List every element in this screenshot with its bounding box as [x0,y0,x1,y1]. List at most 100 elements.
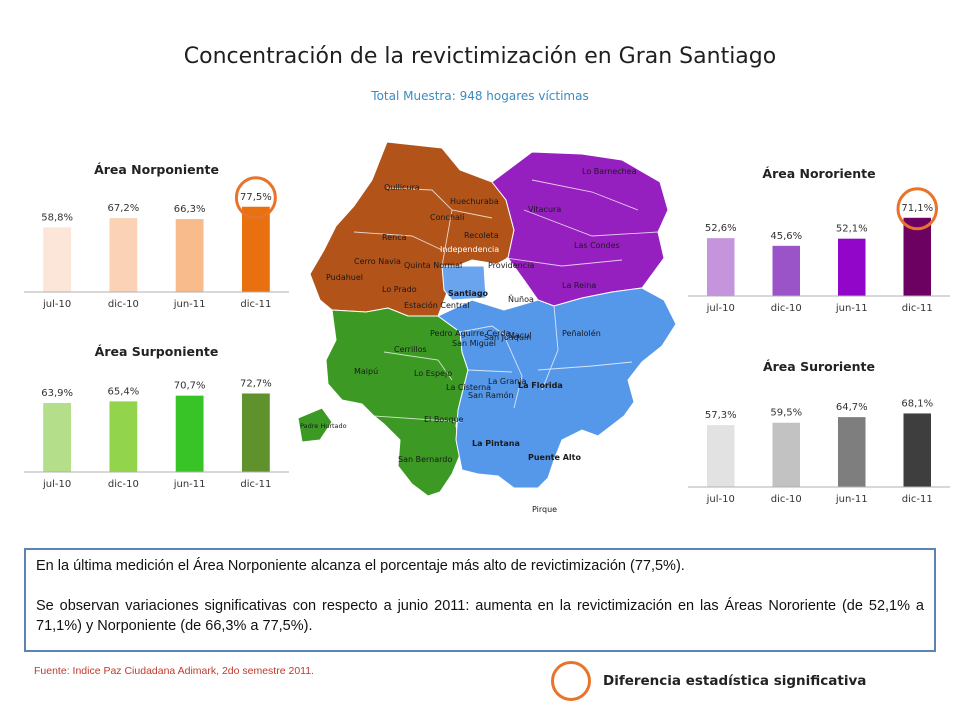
bar [837,417,866,487]
x-tick-label: dic-10 [771,303,802,314]
map-label-cerro-navia: Cerro Navia [354,257,401,266]
value-label: 57,3% [705,410,737,421]
map-label-renca: Renca [382,233,407,242]
map-label-macul: Macul [508,331,532,340]
value-label: 71,1% [901,203,933,214]
value-label: 67,2% [107,203,139,214]
map-label-vitacura: Vitacura [528,205,561,214]
x-tick-label: dic-10 [771,494,802,505]
bar [241,393,270,472]
bar [109,401,138,472]
chart-title: Área Nororiente [762,166,875,181]
chart-title: Área Norponiente [94,162,219,177]
bar [772,422,801,487]
map-label-lo-barnechea: Lo Barnechea [582,167,637,176]
bar [903,413,932,487]
value-label: 52,6% [705,223,737,234]
map-label-la-cisterna: La Cisterna [446,383,491,392]
value-label: 72,7% [240,378,272,389]
value-label: 64,7% [836,402,868,413]
value-label: 58,8% [41,212,73,223]
x-tick-label: dic-11 [902,494,933,505]
value-label: 45,6% [770,231,802,242]
santiago-map: Quilicura Huechuraba Conchalí Independen… [297,141,677,514]
map-label-las-condes: Las Condes [574,241,620,250]
map-label-pirque: Pirque [532,505,557,514]
x-tick-label: jun-11 [173,299,206,310]
bar-chart-svg: Área Nororiente 52,6% jul-10 45,6% dic-10 52,… [688,166,950,314]
x-tick-label: dic-10 [108,479,139,490]
map-label-lo-espejo: Lo Espejo [414,369,452,378]
value-label: 65,4% [107,386,139,397]
bar [903,217,932,296]
map-label-la-granja: La Granja [488,377,527,386]
map-label-cerrillos: Cerrillos [394,345,427,354]
summary-paragraph-2: Se observan variaciones significativas c… [36,598,924,634]
bar-chart-svg: Área Surponiente 63,9% jul-10 65,4% dic-10 70… [24,344,289,490]
bar-chart-svg: Área Norponiente 58,8% jul-10 67,2% dic-10 66… [24,162,289,310]
page-subtitle: Total Muestra: 948 hogares víctimas [371,89,589,103]
x-tick-label: dic-11 [240,479,271,490]
x-tick-label: dic-11 [240,299,271,310]
bar [175,395,204,472]
value-label: 59,5% [770,408,802,419]
summary-paragraph-1: En la última medición el Área Norponient… [36,558,685,574]
chart-nororiente: Área Nororiente 52,6% jul-10 45,6% dic-10 52,… [688,164,950,316]
map-label-san-joaquin: San Joaquín [484,333,531,342]
map-label-independencia: Independencia [440,245,499,254]
x-tick-label: jun-11 [835,494,868,505]
chart-suroriente: Área Suroriente 57,3% jul-10 59,5% dic-10 64,… [688,357,950,507]
x-tick-label: jul-10 [706,494,735,505]
map-label-pedro-aguirre-cerda: Pedro Aguirre Cerda [430,329,510,338]
chart-norponiente: Área Norponiente 58,8% jul-10 67,2% dic-10 66… [24,160,289,312]
map-label-puente-alto: Puente Alto [528,453,581,462]
bar [43,402,72,472]
source-note: Fuente: Indice Paz Ciudadana Adimark, 2d… [34,665,314,677]
x-tick-label: jul-10 [706,303,735,314]
x-tick-label: dic-10 [108,299,139,310]
map-label-estacion-central: Estación Central [404,300,470,310]
significance-circle [896,187,939,231]
x-tick-label: jul-10 [42,299,71,310]
value-label: 52,1% [836,224,868,235]
x-tick-label: jun-11 [835,303,868,314]
page-title: Concentración de la revictimización en G… [183,44,777,69]
map-label-santiago: Santiago [448,289,489,298]
bar [109,218,138,292]
x-tick-label: dic-11 [902,303,933,314]
significance-circle [234,176,277,220]
bar [772,245,801,296]
summary-box: En la última medición el Área Norponient… [24,548,936,652]
bar [241,206,270,292]
map-label-nunoa: Ñuñoa [508,294,534,304]
value-label: 66,3% [174,204,206,215]
significance-circle-icon [551,661,591,701]
map-label-pudahuel: Pudahuel [326,273,363,282]
map-area-suroriente [437,287,677,489]
map-label-la-reina: La Reina [562,281,596,290]
map-borders [353,179,659,423]
value-label: 68,1% [901,398,933,409]
chart-surponiente: Área Surponiente 63,9% jul-10 65,4% dic-10 70… [24,342,289,492]
bar [706,425,735,487]
bar [175,219,204,292]
significance-legend-label: Diferencia estadística significativa [603,673,867,689]
x-tick-label: jul-10 [42,479,71,490]
map-label-conchali: Conchalí [430,213,465,222]
map-label-penalolen: Peñalolén [562,328,601,338]
map-label-huechuraba: Huechuraba [450,197,499,206]
map-label-quilicura: Quilicura [384,183,420,192]
map-labels: Quilicura Huechuraba Conchalí Independen… [300,167,637,514]
map-label-san-bernardo: San Bernardo [398,455,452,464]
map-label-la-pintana: La Pintana [472,439,520,448]
map-label-maipu: Maipú [354,367,378,376]
chart-title: Área Suroriente [763,359,875,374]
map-area-padre-hurtado [297,407,333,443]
map-area-santiago [441,265,487,301]
bar [43,227,72,292]
value-label: 70,7% [174,381,206,392]
map-label-recoleta: Recoleta [464,231,499,240]
map-label-lo-prado: Lo Prado [382,285,417,294]
value-label: 77,5% [240,192,272,203]
map-label-san-ramon: San Ramón [468,390,514,400]
